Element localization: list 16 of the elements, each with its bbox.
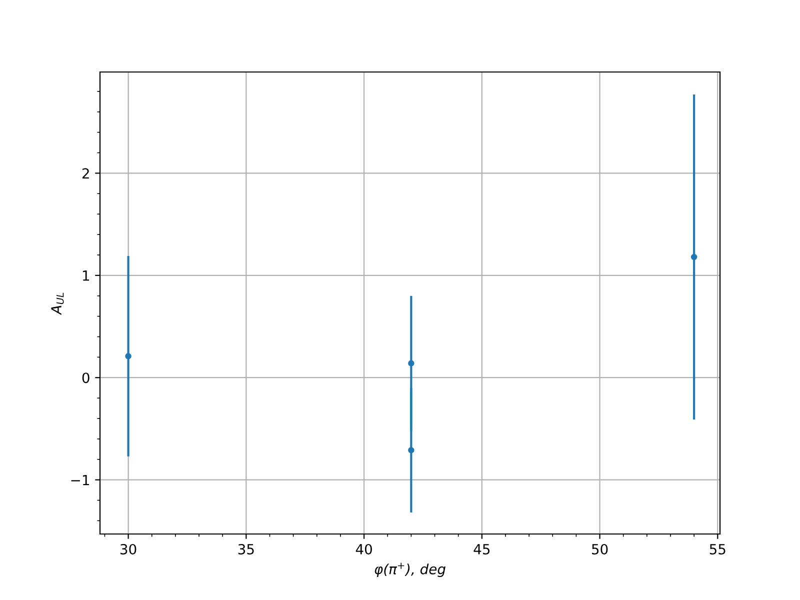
point [690, 254, 698, 260]
x-tick-label: 55 [710, 544, 726, 554]
point [408, 447, 414, 454]
x-tick-label: 30 [120, 544, 136, 554]
y-tick-label: 1 [82, 270, 89, 281]
y-tick-label: −1 [71, 474, 89, 486]
x-tick-label: 50 [592, 544, 608, 554]
x-tick-label: 45 [474, 544, 490, 554]
y-axis-title: A$_{UL}$ [51, 292, 64, 316]
point [408, 360, 414, 366]
x-tick-label: 35 [238, 544, 254, 554]
x-tick-label: 40 [356, 544, 372, 554]
y-tick-label: 2 [82, 168, 89, 178]
x-axis-title: φ(π$^{+}$), deg [374, 562, 446, 578]
point [125, 353, 132, 360]
y-tick-label: 0 [82, 372, 90, 384]
